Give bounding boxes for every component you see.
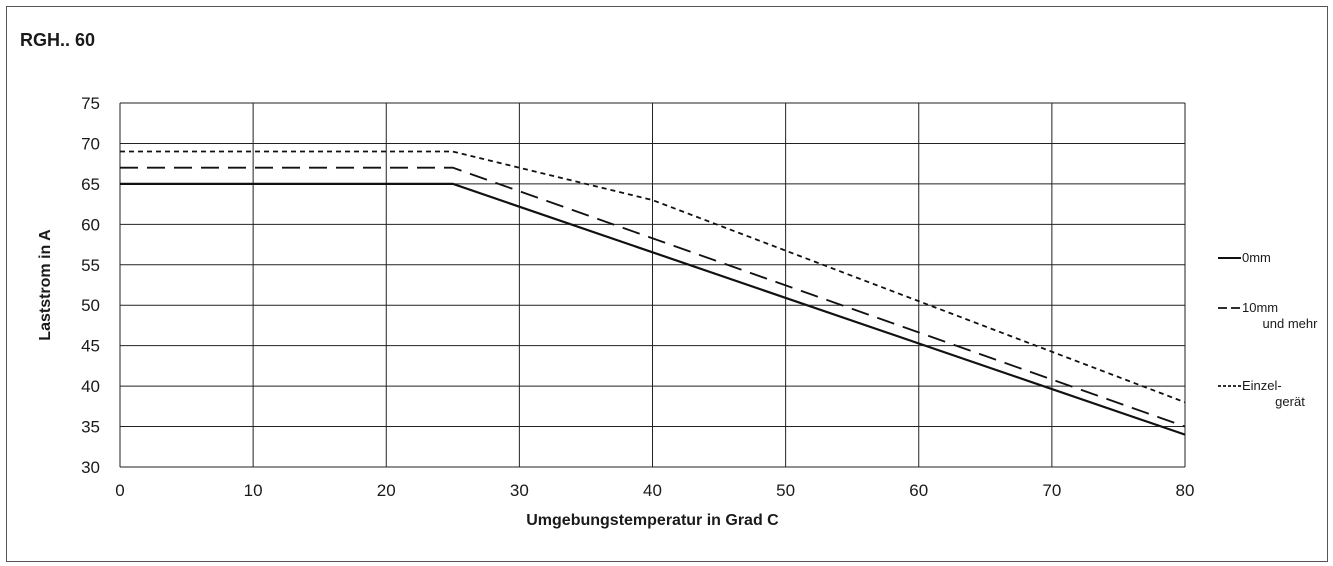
legend-label: gerät [1275,394,1305,409]
grid [119,102,1186,468]
series-line-2 [120,150,1186,404]
y-tick-label: 45 [81,337,100,356]
y-tick-label: 70 [81,134,100,153]
y-tick-labels: 30 35 40 45 50 55 60 65 70 75 [81,94,100,477]
x-tick-labels: 0 10 20 30 40 50 60 70 80 [115,481,1194,500]
y-tick-label: 65 [81,175,100,194]
x-tick-label: 60 [909,481,928,500]
series-lines [120,150,1186,436]
x-tick-label: 30 [510,481,529,500]
legend-label: und mehr [1263,316,1319,331]
x-tick-label: 70 [1042,481,1061,500]
x-axis-title: Umgebungstemperatur in Grad C [526,512,779,529]
series-line-0 [120,182,1186,436]
y-axis-title: Laststrom in A [37,229,54,341]
x-tick-label: 50 [776,481,795,500]
chart-frame [6,6,1328,562]
y-tick-label: 30 [81,458,100,477]
legend-label: 10mm [1242,300,1278,315]
chart-title: RGH.. 60 [20,30,96,50]
y-tick-label: 50 [81,296,100,315]
y-tick-label: 60 [81,215,100,234]
x-tick-label: 20 [377,481,396,500]
x-tick-label: 40 [643,481,662,500]
y-tick-label: 40 [81,377,100,396]
y-tick-label: 35 [81,418,100,437]
legend-label: 0mm [1242,250,1271,265]
legend-label: Einzel- [1242,378,1282,393]
x-tick-label: 0 [115,481,124,500]
y-tick-label: 55 [81,256,100,275]
x-tick-label: 10 [244,481,263,500]
y-tick-label: 75 [81,94,100,113]
series-line-1 [120,166,1186,428]
x-tick-label: 80 [1176,481,1195,500]
